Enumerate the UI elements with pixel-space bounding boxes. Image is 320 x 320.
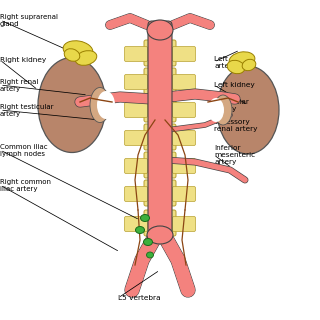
FancyBboxPatch shape [172, 158, 196, 173]
Ellipse shape [147, 226, 173, 244]
Ellipse shape [147, 20, 173, 40]
Ellipse shape [64, 49, 80, 61]
FancyBboxPatch shape [172, 75, 196, 90]
Text: Left rena
artery: Left rena artery [214, 55, 247, 68]
Text: Right renal
artery: Right renal artery [0, 78, 38, 92]
Text: Right suprarenal
gland: Right suprarenal gland [0, 13, 58, 27]
Ellipse shape [242, 59, 256, 71]
FancyBboxPatch shape [144, 152, 176, 178]
FancyBboxPatch shape [124, 187, 148, 202]
Ellipse shape [147, 252, 154, 258]
FancyBboxPatch shape [124, 158, 148, 173]
Ellipse shape [150, 66, 170, 72]
Ellipse shape [208, 98, 224, 122]
Text: Right testicular
artery: Right testicular artery [0, 103, 53, 116]
FancyBboxPatch shape [144, 96, 176, 122]
Ellipse shape [90, 87, 110, 123]
FancyBboxPatch shape [124, 46, 148, 61]
FancyBboxPatch shape [172, 187, 196, 202]
FancyBboxPatch shape [124, 75, 148, 90]
Ellipse shape [135, 227, 145, 234]
Text: Testicular
artery: Testicular artery [214, 99, 249, 111]
Ellipse shape [38, 58, 106, 153]
Text: Accessory
renal artery: Accessory renal artery [214, 118, 258, 132]
Ellipse shape [150, 150, 170, 156]
FancyBboxPatch shape [172, 102, 196, 117]
FancyBboxPatch shape [172, 217, 196, 231]
Ellipse shape [143, 238, 153, 245]
FancyBboxPatch shape [172, 46, 196, 61]
FancyBboxPatch shape [144, 40, 176, 66]
Ellipse shape [214, 95, 232, 125]
FancyBboxPatch shape [144, 68, 176, 94]
FancyBboxPatch shape [124, 102, 148, 117]
FancyBboxPatch shape [148, 21, 172, 239]
Ellipse shape [75, 51, 97, 65]
Text: Right common
iliac artery: Right common iliac artery [0, 179, 51, 191]
Ellipse shape [150, 208, 170, 214]
Ellipse shape [140, 214, 149, 221]
FancyBboxPatch shape [144, 210, 176, 236]
Ellipse shape [63, 41, 93, 59]
Text: Common iliac
lymph nodes: Common iliac lymph nodes [0, 143, 48, 156]
Ellipse shape [150, 122, 170, 128]
Ellipse shape [150, 94, 170, 100]
Ellipse shape [227, 60, 245, 74]
Text: L5 vertebra: L5 vertebra [118, 295, 161, 301]
FancyBboxPatch shape [124, 217, 148, 231]
Ellipse shape [97, 91, 115, 119]
FancyBboxPatch shape [124, 131, 148, 146]
Text: Right kidney: Right kidney [0, 57, 46, 63]
Ellipse shape [229, 52, 255, 68]
Text: Inferior
mesenteric
artery: Inferior mesenteric artery [214, 145, 255, 165]
Text: Left kidney: Left kidney [214, 82, 255, 88]
FancyBboxPatch shape [144, 180, 176, 206]
Ellipse shape [217, 66, 279, 154]
FancyBboxPatch shape [172, 131, 196, 146]
Ellipse shape [150, 178, 170, 184]
FancyBboxPatch shape [144, 124, 176, 150]
